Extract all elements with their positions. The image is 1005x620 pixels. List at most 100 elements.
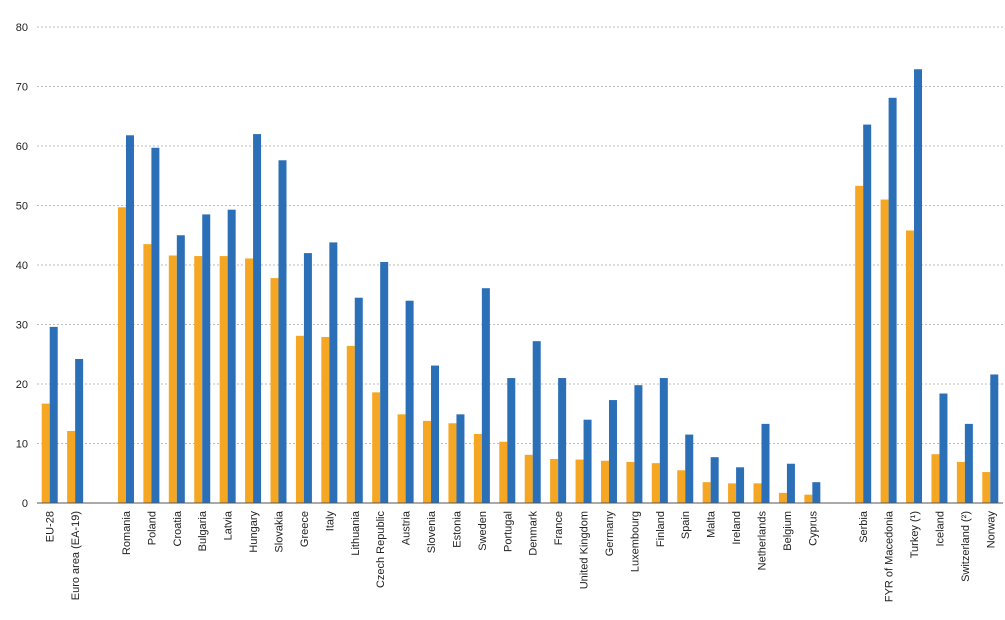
bar-series-1 — [448, 423, 457, 503]
y-tick-label: 70 — [16, 82, 28, 94]
bar-series-2 — [75, 359, 84, 503]
x-category-label: FYR of Macedonia — [884, 510, 896, 602]
y-tick-label: 60 — [16, 141, 28, 153]
bar-series-2 — [303, 253, 312, 503]
y-axis-tick-labels: 0 10 20 30 40 50 60 70 80 — [16, 22, 28, 510]
x-category-label: France — [553, 511, 565, 545]
bar-series-2 — [532, 341, 541, 503]
bar-series-1 — [499, 441, 508, 503]
bar-series-1 — [423, 420, 432, 503]
x-category-label: Switzerland (²) — [960, 511, 972, 582]
x-category-label: Malta — [706, 510, 718, 538]
bar-series-2 — [939, 393, 948, 503]
x-category-label: Finland — [655, 511, 667, 547]
bar-series-2 — [659, 378, 668, 503]
bar-series-2 — [507, 378, 516, 503]
bar-series-2 — [685, 434, 694, 503]
x-category-label: Portugal — [502, 511, 514, 552]
bar-series-2 — [481, 288, 490, 503]
x-axis-category-labels: EU-28 Euro area (EA-19) Romania Poland Croat… — [45, 510, 998, 602]
bar-series-2 — [176, 235, 185, 503]
bar-series-1 — [143, 244, 152, 504]
x-category-label: Hungary — [248, 511, 260, 553]
bar-series-1 — [41, 403, 50, 503]
bar-series-2 — [558, 378, 567, 503]
bar-series-1 — [804, 494, 813, 503]
x-category-label: Iceland — [934, 511, 946, 546]
bar-series-2 — [634, 385, 643, 503]
bar-series-2 — [49, 326, 58, 503]
bar-series-1 — [702, 482, 711, 503]
x-category-label: Euro area (EA-19) — [70, 511, 82, 600]
y-tick-label: 0 — [22, 498, 28, 510]
bar-series-2 — [914, 69, 923, 504]
x-category-label: Romania — [121, 510, 133, 555]
x-category-label: United Kingdom — [579, 511, 591, 589]
bar-series-1 — [397, 414, 406, 503]
bar-series-1 — [117, 207, 126, 503]
x-category-label: Slovenia — [426, 510, 438, 553]
bar-series-1 — [880, 199, 889, 504]
bar-series-2 — [431, 365, 440, 503]
x-category-label: Serbia — [858, 510, 870, 543]
bar-series-2 — [608, 400, 617, 503]
x-category-label: Bulgaria — [197, 510, 209, 551]
bar-series-1 — [956, 461, 965, 503]
bar-series-1 — [67, 431, 76, 503]
bar-series-2 — [736, 467, 745, 503]
x-category-label: Denmark — [528, 511, 540, 556]
bar-series-1 — [855, 185, 864, 504]
bar-series-1 — [931, 454, 940, 503]
x-category-label: Sweden — [477, 511, 489, 551]
y-tick-label: 20 — [16, 379, 28, 391]
x-category-label: Norway — [985, 511, 997, 549]
bar-series-2 — [812, 482, 821, 503]
x-category-label: Netherlands — [757, 511, 769, 571]
x-category-label: Austria — [401, 510, 413, 545]
bar-series-2 — [202, 214, 211, 504]
bar-series-1 — [982, 472, 991, 503]
x-category-label: Czech Republic — [375, 511, 387, 589]
bar-series-2 — [786, 463, 795, 503]
x-category-label: EU-28 — [45, 511, 57, 542]
bar-series-1 — [473, 433, 482, 503]
x-category-label: Cyprus — [807, 511, 819, 546]
x-category-label: Luxembourg — [629, 511, 641, 572]
bar-series-1 — [651, 463, 660, 503]
bar-series-2 — [964, 423, 973, 503]
x-category-label: Turkey (¹) — [909, 511, 921, 558]
bar-series-1 — [372, 392, 381, 503]
bar-series-1 — [346, 345, 355, 503]
bar-series-1 — [245, 258, 254, 503]
x-category-label: Croatia — [172, 510, 184, 546]
bar-series-1 — [575, 459, 584, 503]
x-category-label: Germany — [604, 511, 616, 557]
bar-series-2 — [278, 160, 287, 503]
bar-series-2 — [863, 124, 872, 503]
bar-series-1 — [677, 470, 686, 503]
bars — [41, 69, 999, 504]
bar-series-1 — [550, 458, 559, 503]
bar-series-1 — [600, 460, 609, 503]
bar-series-1 — [270, 278, 279, 503]
bar-series-2 — [227, 209, 236, 504]
bar-series-2 — [888, 97, 897, 504]
y-tick-label: 80 — [16, 22, 28, 34]
bar-series-1 — [295, 335, 304, 503]
x-category-label: Poland — [146, 511, 158, 545]
x-category-label: Ireland — [731, 511, 743, 545]
bar-series-1 — [778, 492, 787, 503]
bar-series-2 — [761, 423, 770, 503]
bar-series-2 — [125, 135, 134, 504]
bar-series-1 — [524, 454, 533, 503]
bar-series-1 — [219, 256, 228, 503]
bar-series-2 — [253, 134, 262, 503]
bar-series-2 — [456, 414, 465, 503]
bar-series-1 — [906, 230, 915, 504]
x-category-label: Belgium — [782, 511, 794, 551]
bar-series-2 — [329, 242, 338, 503]
x-category-label: Greece — [299, 511, 311, 547]
x-category-label: Latvia — [223, 510, 235, 540]
bar-series-1 — [626, 461, 635, 503]
